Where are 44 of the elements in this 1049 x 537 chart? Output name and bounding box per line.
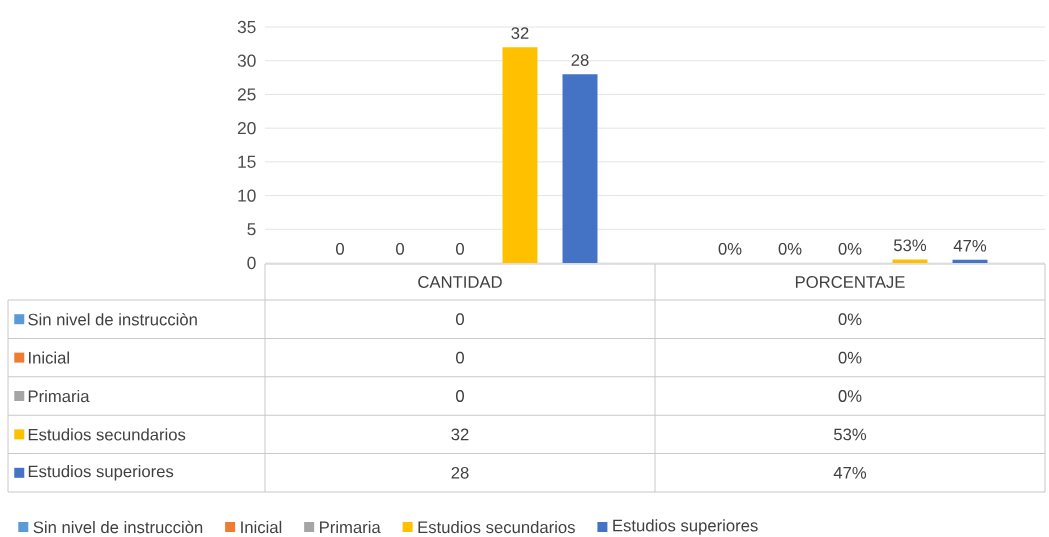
bar: [562, 74, 598, 264]
y-tick-label: 0: [247, 256, 256, 270]
text: 0%: [718, 242, 742, 255]
data-label: 0%: [838, 351, 862, 364]
text: Estudios secundarios: [28, 428, 186, 441]
text: 53%: [893, 239, 927, 252]
data-label: 0%: [838, 313, 862, 326]
x-tick-label: PORCENTAJE: [795, 276, 905, 288]
y-tick-label: 20: [237, 122, 256, 135]
data-label: 0%: [838, 390, 862, 402]
data-label: 32: [451, 428, 469, 441]
y-tick-label: 15: [238, 155, 256, 168]
legend-label: Primaria: [28, 389, 90, 403]
legend-label: Sin nivel de instrucciòn: [28, 312, 197, 326]
text: 28: [571, 54, 589, 66]
text: 0%: [778, 242, 802, 255]
text: Sin nivel de instrucciòn: [33, 520, 203, 534]
x-tick-label: CANTIDAD: [418, 276, 502, 288]
legend-label: Estudios secundarios: [418, 520, 575, 534]
legend-label: Inicial: [29, 351, 69, 364]
data-label: 0: [456, 351, 464, 364]
y-tick-label: 10: [238, 189, 256, 202]
text: 32: [511, 27, 529, 39]
text: 0: [336, 242, 344, 255]
y-tick-label: 5: [247, 223, 256, 236]
text: Estudios superiores: [28, 465, 174, 481]
data-label: 0: [456, 313, 464, 326]
data-label: 47%: [833, 466, 867, 479]
data-label: 28: [451, 466, 469, 479]
text: 0: [456, 242, 464, 255]
data-label: 0: [456, 390, 464, 402]
text: Inicial: [241, 520, 282, 534]
y-tick-label: 30: [237, 54, 256, 67]
text: 47%: [953, 239, 987, 252]
bar: [502, 47, 538, 264]
text: 0%: [838, 242, 862, 255]
data-label: 53%: [834, 428, 867, 441]
text: 0: [396, 242, 404, 255]
bar: [952, 259, 988, 264]
legend-label: Estudios superiores: [613, 519, 758, 535]
text: Primaria: [320, 520, 381, 534]
y-tick-label: 25: [237, 88, 256, 101]
bar: [892, 259, 928, 264]
y-tick-label: 35: [237, 20, 256, 34]
